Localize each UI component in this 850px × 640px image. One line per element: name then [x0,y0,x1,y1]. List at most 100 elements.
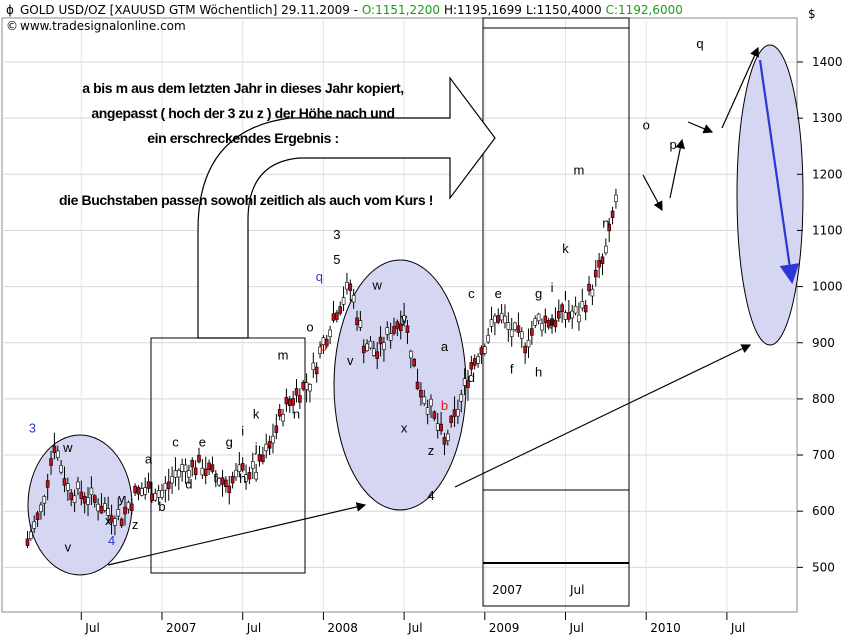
wave-letter-label: h [239,471,246,486]
wave-letter-label: g [535,286,542,301]
price-bar-body [506,322,511,330]
y-tick-label: 900 [812,336,835,350]
price-bar-body [234,469,238,478]
price-bar-body [214,474,218,482]
price-bar-body [469,362,474,370]
price-bar-body [294,388,299,396]
price-bar-body [133,485,137,494]
price-bar-body [55,450,60,458]
price-bar-body [452,409,457,417]
wave-letter-label: 4 [427,488,434,503]
price-bar-body [486,334,490,343]
price-bar-body [190,459,195,468]
price-bar-body [398,323,403,331]
price-bar-body [523,345,527,354]
projection-arrow [721,46,759,129]
price-bar-body [304,382,309,390]
wave-letter-label: y [401,311,408,326]
header-title: GOLD USD/OZ [XAUUSD GTM Wöchentlich] 29.… [20,3,683,17]
price-bar-body [264,443,269,452]
price-bar-body [583,304,588,313]
price-bar-body [254,471,258,480]
price-bar-body [267,441,272,449]
big-curved-arrow [197,76,496,339]
price-bar-body [536,313,541,322]
header-title-text: GOLD USD/OZ [XAUUSD GTM Wöchentlich] 29.… [20,3,362,17]
y-tick-label: 1100 [812,223,843,237]
y-tick-label: 1400 [812,55,843,69]
source-link[interactable]: www.tradesignalonline.com [20,19,186,33]
price-bar-body [123,506,127,515]
price-bar-body [365,343,369,351]
price-bar-body [472,358,477,366]
price-bar-body [355,317,359,325]
projection-arrow [107,502,367,566]
price-bar-body [261,454,265,462]
x-tick-label: Jul [730,621,745,635]
price-bar-body [580,301,585,309]
wave-letter-label: e [199,435,206,450]
price-bar-body [415,381,420,390]
projection-arrow [642,174,663,212]
price-bar-body [271,435,275,444]
y-tick-label: 1200 [812,167,843,181]
x-tick-label: 2008 [327,621,358,635]
price-bar-body [439,423,443,432]
price-bar-body [96,503,100,512]
price-bar-body [257,454,262,462]
price-bar-body [593,269,598,278]
projection-arrows [107,46,800,566]
price-bar-body [99,505,104,514]
price-bar-body [277,409,282,417]
wave-letter-label: n [602,216,609,231]
price-bar-body [567,312,571,320]
header-symbol-icon: ɸ [6,3,14,17]
price-bar-body [35,512,40,520]
price-bar-body [482,346,487,354]
price-bar-body [610,210,615,219]
wave-letter-label: x [105,513,112,528]
price-bar-body [328,329,332,338]
price-bar-body [113,518,117,526]
wave-letter-label: 5 [333,252,340,267]
price-bar-body [59,465,63,473]
price-bar-body [119,518,124,527]
price-bar-body [324,338,329,347]
price-bar-body [513,322,517,330]
header-open: O:1151,2200 [362,3,440,17]
x-tick-label: 2007 [166,621,197,635]
price-bar-body [425,407,430,415]
price-bar-body [446,433,450,441]
wave-letter-label: p [669,137,676,152]
wave-letter-label: i [551,280,554,295]
price-bar-body [308,383,312,392]
price-bar-body [597,260,601,268]
x-tick-label: Jul [569,621,584,635]
price-bar-body [227,485,232,494]
price-bar-body [607,223,612,232]
price-bar-body [375,351,380,359]
price-bar-body [311,362,316,371]
price-bar-body [348,283,353,291]
price-bar-body [180,464,184,472]
price-bar-body [388,333,393,341]
wave-letter-label: w [372,277,383,292]
wave-letter-label: j [550,314,554,329]
price-bar-body [405,325,410,333]
price-bar-body [314,366,319,375]
price-bar-body [321,337,326,345]
price-bar-body [395,321,400,329]
price-bar-body [173,470,178,478]
price-bar-body [193,467,198,476]
price-bar-body [143,487,147,495]
wave-letter-label: b [441,398,448,413]
price-bar-body [197,454,201,463]
price-bar-body [493,315,497,324]
price-bar-body [318,346,322,355]
wave-letter-label: p [320,339,327,354]
price-bar-body [519,331,524,339]
y-tick-label: 600 [812,504,835,518]
price-bar-body [577,314,581,323]
